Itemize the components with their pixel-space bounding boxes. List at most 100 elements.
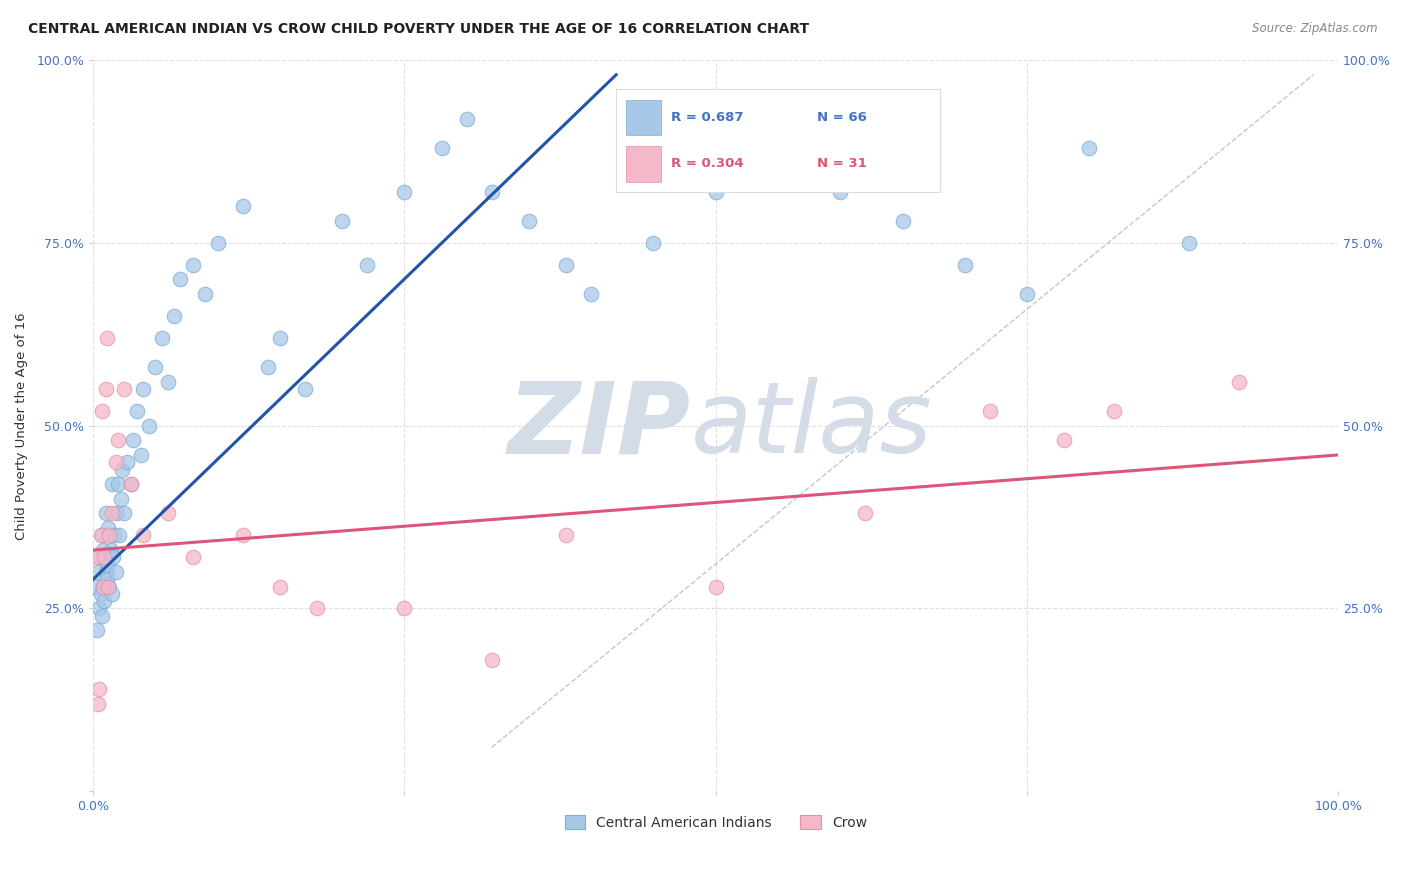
Point: [103, 528, 125, 542]
Point: [232, 528, 254, 542]
Point: [643, 235, 665, 250]
Text: CENTRAL AMERICAN INDIAN VS CROW CHILD POVERTY UNDER THE AGE OF 16 CORRELATION CH: CENTRAL AMERICAN INDIAN VS CROW CHILD PO…: [28, 22, 810, 37]
Point: [269, 580, 291, 594]
Text: ZIP: ZIP: [508, 377, 690, 475]
Point: [207, 235, 229, 250]
Point: [1227, 375, 1250, 389]
Point: [481, 185, 503, 199]
Point: [150, 331, 173, 345]
Point: [394, 185, 416, 199]
Point: [101, 550, 124, 565]
Point: [394, 601, 416, 615]
Point: [156, 507, 179, 521]
Point: [704, 185, 727, 199]
Point: [91, 580, 114, 594]
Point: [517, 214, 540, 228]
Point: [1078, 141, 1101, 155]
Point: [96, 572, 118, 586]
Point: [181, 550, 204, 565]
Point: [269, 331, 291, 345]
Point: [86, 550, 108, 565]
Point: [91, 528, 114, 542]
Point: [330, 214, 353, 228]
Point: [94, 565, 117, 579]
Point: [122, 434, 145, 448]
Point: [104, 565, 127, 579]
Point: [101, 477, 124, 491]
Point: [555, 258, 578, 272]
Point: [84, 580, 107, 594]
Point: [145, 360, 167, 375]
Point: [107, 434, 129, 448]
Point: [430, 141, 453, 155]
Point: [138, 418, 160, 433]
Point: [232, 199, 254, 213]
Point: [481, 653, 503, 667]
Point: [356, 258, 378, 272]
Point: [1102, 404, 1125, 418]
Point: [98, 528, 121, 542]
Point: [101, 587, 124, 601]
Point: [90, 528, 112, 542]
Point: [1178, 235, 1201, 250]
Point: [110, 491, 132, 506]
Point: [979, 404, 1001, 418]
Point: [111, 462, 134, 476]
Y-axis label: Child Poverty Under the Age of 16: Child Poverty Under the Age of 16: [15, 312, 28, 540]
Point: [87, 697, 110, 711]
Point: [97, 558, 120, 572]
Point: [294, 382, 316, 396]
Point: [891, 214, 914, 228]
Text: atlas: atlas: [690, 377, 932, 475]
Point: [87, 565, 110, 579]
Point: [105, 507, 128, 521]
Point: [120, 477, 142, 491]
Point: [112, 507, 135, 521]
Point: [853, 507, 876, 521]
Point: [89, 601, 111, 615]
Point: [1053, 434, 1076, 448]
Point: [93, 594, 115, 608]
Point: [107, 477, 129, 491]
Point: [181, 258, 204, 272]
Point: [94, 507, 117, 521]
Point: [104, 455, 127, 469]
Point: [555, 528, 578, 542]
Point: [156, 375, 179, 389]
Point: [307, 601, 329, 615]
Point: [91, 608, 114, 623]
Point: [86, 624, 108, 638]
Point: [132, 528, 155, 542]
Point: [766, 141, 789, 155]
Point: [163, 309, 186, 323]
Point: [581, 287, 603, 301]
Point: [96, 331, 118, 345]
Point: [256, 360, 278, 375]
Point: [953, 258, 976, 272]
Text: Source: ZipAtlas.com: Source: ZipAtlas.com: [1253, 22, 1378, 36]
Point: [97, 521, 120, 535]
Point: [101, 507, 124, 521]
Legend: Central American Indians, Crow: Central American Indians, Crow: [560, 810, 873, 836]
Point: [91, 404, 114, 418]
Point: [100, 543, 122, 558]
Point: [112, 382, 135, 396]
Point: [169, 272, 191, 286]
Point: [97, 580, 120, 594]
Point: [115, 455, 138, 469]
Point: [93, 550, 115, 565]
Point: [89, 550, 111, 565]
Point: [129, 448, 152, 462]
Point: [91, 543, 114, 558]
Point: [91, 580, 114, 594]
Point: [120, 477, 142, 491]
Point: [89, 681, 111, 696]
Point: [704, 580, 727, 594]
Point: [132, 382, 155, 396]
Point: [830, 185, 852, 199]
Point: [90, 587, 112, 601]
Point: [194, 287, 217, 301]
Point: [456, 112, 478, 126]
Point: [125, 404, 148, 418]
Point: [98, 580, 121, 594]
